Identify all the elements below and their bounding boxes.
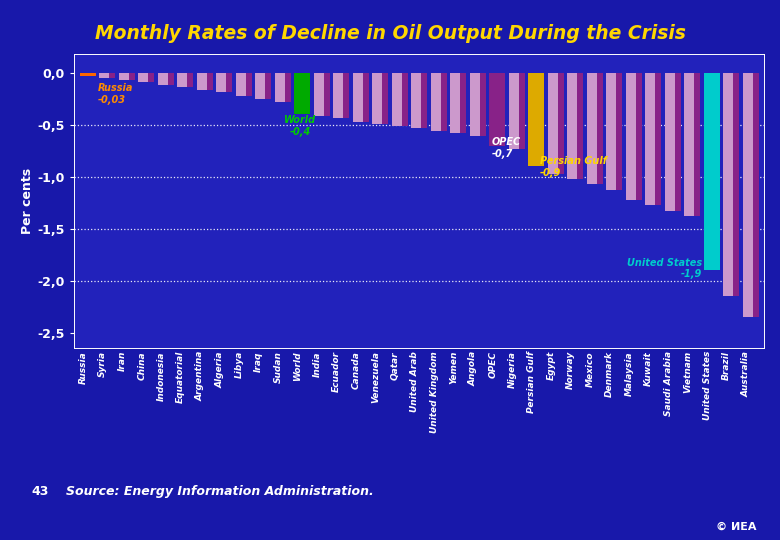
Bar [197, 73, 207, 90]
Bar [528, 73, 544, 166]
Bar [392, 73, 408, 126]
Bar [431, 73, 447, 131]
Bar [138, 73, 154, 82]
Bar [197, 73, 213, 90]
Text: Source: Energy Information Administration.: Source: Energy Information Administratio… [66, 485, 374, 498]
Bar [587, 73, 597, 184]
Bar [606, 73, 622, 190]
Bar [470, 73, 486, 136]
Bar [567, 73, 577, 179]
Bar [216, 73, 226, 92]
Text: Russia
-0,03: Russia -0,03 [98, 83, 133, 105]
Bar [509, 73, 525, 148]
Bar [177, 73, 187, 87]
Bar [723, 73, 739, 296]
Bar [138, 73, 148, 82]
Bar [665, 73, 681, 211]
Text: Persian Gulf
-0,9: Persian Gulf -0,9 [540, 156, 607, 178]
Bar [119, 73, 135, 80]
Bar [275, 73, 285, 102]
Bar [333, 73, 343, 118]
Bar [489, 73, 505, 145]
Bar [392, 73, 402, 126]
Bar [119, 73, 129, 80]
Bar [743, 73, 759, 317]
Bar [411, 73, 421, 128]
Bar [275, 73, 291, 102]
Bar [684, 73, 700, 216]
Bar [704, 73, 720, 271]
Text: Monthly Rates of Decline in Oil Output During the Crisis: Monthly Rates of Decline in Oil Output D… [94, 24, 686, 43]
Bar [450, 73, 460, 133]
Bar [411, 73, 427, 128]
Text: United States
-1,9: United States -1,9 [627, 258, 702, 279]
Text: World
-0,4: World -0,4 [284, 116, 317, 137]
Bar [216, 73, 232, 92]
Bar [314, 73, 324, 117]
Bar [684, 73, 694, 216]
Bar [294, 73, 310, 114]
Bar [353, 73, 369, 122]
Bar [509, 73, 519, 148]
Bar [80, 73, 96, 76]
Bar [236, 73, 246, 96]
Text: © ИЕА: © ИЕА [716, 522, 757, 532]
Bar [723, 73, 733, 296]
Bar [255, 73, 265, 99]
Bar [645, 73, 655, 205]
Bar [450, 73, 466, 133]
Bar [158, 73, 174, 85]
Bar [587, 73, 603, 184]
Bar [606, 73, 616, 190]
Bar [626, 73, 636, 200]
Bar [255, 73, 271, 99]
Bar [431, 73, 441, 131]
Bar [626, 73, 642, 200]
Bar [548, 73, 558, 173]
Bar [333, 73, 349, 118]
Bar [743, 73, 753, 317]
Bar [353, 73, 363, 122]
Bar [548, 73, 564, 173]
Bar [177, 73, 193, 87]
Bar [99, 73, 115, 78]
Bar [372, 73, 388, 124]
Y-axis label: Per cents: Per cents [20, 168, 34, 234]
Bar [470, 73, 480, 136]
Bar [314, 73, 330, 117]
Text: OPEC
-0,7: OPEC -0,7 [491, 137, 520, 159]
Bar [99, 73, 109, 78]
Text: 43: 43 [31, 485, 48, 498]
Bar [372, 73, 382, 124]
Bar [665, 73, 675, 211]
Bar [236, 73, 252, 96]
Bar [645, 73, 661, 205]
Bar [158, 73, 168, 85]
Bar [567, 73, 583, 179]
